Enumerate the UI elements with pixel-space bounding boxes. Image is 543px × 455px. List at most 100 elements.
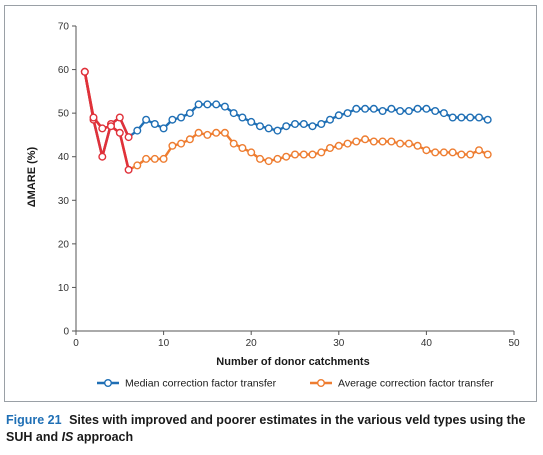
data-point bbox=[291, 119, 300, 128]
data-point bbox=[343, 109, 352, 118]
data-point bbox=[185, 135, 194, 144]
legend-label: Average correction factor transfer bbox=[338, 378, 494, 390]
data-point bbox=[299, 150, 308, 159]
data-point bbox=[431, 148, 440, 157]
data-point bbox=[133, 161, 142, 170]
data-point bbox=[282, 122, 291, 131]
data-point bbox=[431, 106, 440, 115]
data-point bbox=[439, 109, 448, 118]
data-point bbox=[317, 148, 326, 157]
data-point bbox=[308, 122, 317, 131]
data-point bbox=[98, 152, 107, 161]
data-point bbox=[255, 154, 264, 163]
data-point bbox=[98, 124, 107, 133]
data-point bbox=[334, 141, 343, 150]
data-point bbox=[326, 143, 335, 152]
data-point bbox=[142, 115, 151, 124]
data-point bbox=[352, 137, 361, 146]
data-point bbox=[361, 104, 370, 113]
data-point bbox=[404, 106, 413, 115]
data-point bbox=[115, 128, 124, 137]
data-point bbox=[150, 119, 159, 128]
data-point bbox=[378, 137, 387, 146]
x-tick-label: 40 bbox=[421, 338, 433, 349]
x-tick-label: 30 bbox=[333, 338, 345, 349]
data-point bbox=[80, 67, 89, 76]
legend-item-1: Average correction factor transfer bbox=[310, 378, 494, 390]
data-point bbox=[106, 122, 115, 131]
legend-label: Median correction factor transfer bbox=[125, 378, 277, 390]
data-point bbox=[229, 109, 238, 118]
y-tick-label: 10 bbox=[58, 283, 70, 294]
data-point bbox=[212, 128, 221, 137]
data-point bbox=[404, 139, 413, 148]
data-point bbox=[378, 106, 387, 115]
data-point bbox=[220, 128, 229, 137]
data-point bbox=[177, 139, 186, 148]
data-point bbox=[142, 154, 151, 163]
chart-svg: 0 10 20 30 40 50 60 70 0 10 20 30 40 50 ΔMARE (%) Num… bbox=[26, 22, 520, 390]
data-point bbox=[264, 157, 273, 166]
legend: Median correction factor transfer Average… bbox=[97, 378, 494, 390]
y-tick-label: 30 bbox=[58, 196, 70, 207]
data-point bbox=[194, 128, 203, 137]
data-point bbox=[475, 146, 484, 155]
y-tick-label: 0 bbox=[63, 327, 69, 338]
y-tick-label: 60 bbox=[58, 65, 70, 76]
data-point bbox=[291, 150, 300, 159]
data-point bbox=[177, 113, 186, 122]
data-point bbox=[483, 115, 492, 124]
data-point bbox=[115, 113, 124, 122]
y-axis-title: ΔMARE (%) bbox=[26, 146, 38, 207]
data-point bbox=[203, 100, 212, 109]
data-point bbox=[361, 135, 370, 144]
data-point bbox=[299, 119, 308, 128]
data-point bbox=[308, 150, 317, 159]
x-tick-label: 0 bbox=[73, 338, 79, 349]
data-point bbox=[273, 154, 282, 163]
data-point bbox=[168, 115, 177, 124]
caption-italic: IS bbox=[61, 430, 74, 444]
data-point bbox=[282, 152, 291, 161]
data-point bbox=[422, 146, 431, 155]
highlight-segment bbox=[83, 71, 130, 171]
data-point bbox=[448, 148, 457, 157]
data-point bbox=[396, 139, 405, 148]
data-point bbox=[334, 111, 343, 120]
data-point bbox=[124, 133, 133, 142]
data-point bbox=[317, 119, 326, 128]
caption-end: approach bbox=[76, 430, 134, 444]
data-point bbox=[124, 165, 133, 174]
data-point bbox=[220, 102, 229, 111]
data-point bbox=[238, 113, 247, 122]
data-point bbox=[475, 113, 484, 122]
axes-layer: 0 10 20 30 40 50 60 70 0 10 20 30 40 50 bbox=[58, 22, 520, 350]
data-point bbox=[229, 139, 238, 148]
data-point bbox=[185, 109, 194, 118]
series-line bbox=[83, 71, 488, 158]
y-tick-label: 50 bbox=[58, 109, 70, 120]
caption-text: Sites with improved and poorer estimates… bbox=[6, 413, 526, 444]
legend-swatch-marker bbox=[103, 379, 112, 388]
data-point bbox=[159, 124, 168, 133]
data-point bbox=[264, 124, 273, 133]
data-point bbox=[150, 154, 159, 163]
data-point bbox=[194, 100, 203, 109]
x-tick-label: 50 bbox=[508, 338, 520, 349]
data-point bbox=[483, 150, 492, 159]
data-point bbox=[133, 126, 142, 135]
data-point bbox=[89, 113, 98, 122]
data-point bbox=[387, 104, 396, 113]
x-tick-label: 20 bbox=[246, 338, 258, 349]
y-tick-label: 40 bbox=[58, 152, 70, 163]
figure-label: Figure 21 bbox=[6, 413, 62, 427]
data-point bbox=[457, 113, 466, 122]
data-point bbox=[212, 100, 221, 109]
y-tick-label: 20 bbox=[58, 239, 70, 250]
legend-item-0: Median correction factor transfer bbox=[97, 378, 277, 390]
data-point bbox=[343, 139, 352, 148]
data-point bbox=[439, 148, 448, 157]
data-point bbox=[413, 141, 422, 150]
data-point bbox=[238, 143, 247, 152]
data-point bbox=[168, 141, 177, 150]
